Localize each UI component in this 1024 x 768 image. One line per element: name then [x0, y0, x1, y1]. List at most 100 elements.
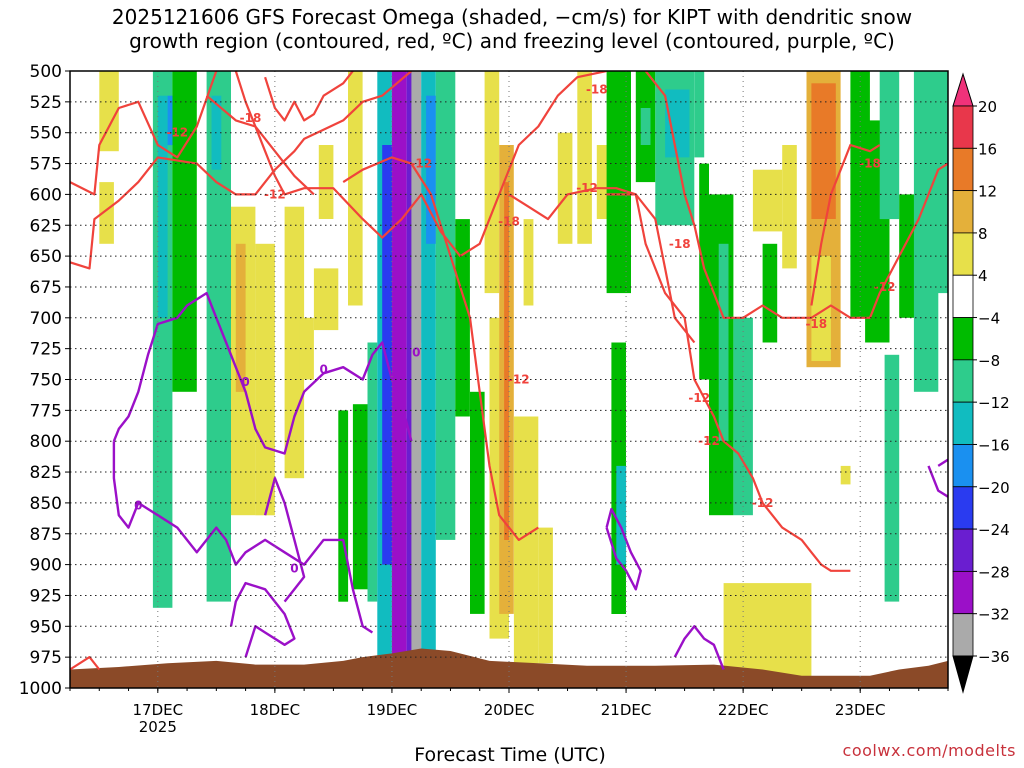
omega-cell: [606, 71, 631, 294]
freezing-contour: [937, 458, 948, 467]
x-tick-label: 19DEC: [367, 701, 418, 719]
omega-cell: [435, 71, 456, 540]
omega-cell: [313, 268, 339, 331]
y-tick-label: 775: [30, 401, 62, 421]
colorbar-box: [952, 528, 974, 572]
omega-cell: [523, 219, 534, 306]
dgz-contour-label: -18: [859, 157, 881, 171]
dgz-contour-label: -12: [508, 373, 530, 387]
colorbar-box: [952, 486, 974, 530]
dgz-contour-label: -12: [874, 280, 896, 294]
omega-cell: [728, 601, 807, 670]
y-tick-label: 575: [30, 155, 62, 175]
x-tick-label: 22DEC: [718, 701, 769, 719]
omega-cell: [167, 95, 173, 146]
colorbar-label: 4: [978, 267, 988, 285]
omega-cell: [816, 89, 831, 145]
y-tick-label: 1000: [19, 679, 62, 699]
x-tick-sublabel: 2025: [139, 718, 177, 736]
y-tick-label: 975: [30, 648, 62, 668]
omega-cell: [172, 71, 197, 392]
colorbar-box: [952, 444, 974, 488]
omega-cell: [640, 108, 651, 145]
colorbar-box: [952, 401, 974, 445]
freezing-contour-label: 0: [290, 561, 298, 575]
freezing-contour: [927, 465, 948, 498]
colorbar-label: 16: [978, 140, 997, 158]
y-tick-label: 675: [30, 278, 62, 298]
colorbar-label: 12: [978, 183, 997, 201]
colorbar-bottom-arrow: [952, 655, 974, 694]
dgz-contour: [70, 656, 101, 671]
omega-cell: [382, 145, 392, 565]
x-tick-label: 18DEC: [250, 701, 301, 719]
colorbar-label: −28: [978, 563, 1010, 581]
y-tick-label: 850: [30, 494, 62, 514]
colorbar-box: [952, 359, 974, 403]
credit-link[interactable]: coolwx.com/modelts: [842, 741, 1016, 760]
y-tick-label: 650: [30, 247, 62, 267]
terrain: [70, 648, 948, 688]
y-tick-label: 500: [30, 62, 62, 82]
colorbar-label: −32: [978, 606, 1010, 624]
dgz-contour-label: -18: [805, 317, 827, 331]
omega-cell: [665, 89, 690, 158]
omega-cell: [899, 194, 919, 318]
omega-cell: [504, 182, 509, 540]
dgz-contour-label: -12: [752, 496, 774, 510]
omega-cell: [338, 410, 349, 602]
omega-cell: [884, 354, 900, 602]
freezing-contour: [605, 507, 642, 591]
omega-cell: [348, 71, 363, 306]
x-tick-label: 21DEC: [601, 701, 652, 719]
dgz-contour: [810, 143, 881, 306]
dgz-contour: [264, 71, 354, 122]
x-tick-label: 17DEC: [133, 701, 184, 719]
y-tick-label: 725: [30, 340, 62, 360]
y-tick-label: 925: [30, 586, 62, 606]
y-tick-label: 825: [30, 463, 62, 483]
y-tick-label: 550: [30, 124, 62, 144]
omega-cell: [299, 317, 314, 380]
colorbar-box: [952, 317, 974, 361]
dgz-contour-label: -12: [264, 187, 286, 201]
colorbar-label: −4: [978, 310, 1000, 328]
omega-cell: [99, 71, 119, 152]
omega-cell: [99, 182, 114, 244]
colorbar-label: −16: [978, 436, 1010, 454]
freezing-contour-label: 0: [319, 363, 327, 377]
dgz-contour: [205, 94, 315, 196]
y-tick-label: 625: [30, 216, 62, 236]
y-tick-label: 950: [30, 617, 62, 637]
omega-cell: [577, 71, 592, 244]
freezing-contour: [112, 441, 374, 634]
omega-cell: [484, 71, 500, 294]
omega-cell: [782, 145, 797, 269]
omega-cell: [694, 71, 705, 158]
omega-cell: [879, 71, 900, 220]
dgz-contour-label: -18: [586, 83, 608, 97]
axes: 500 525 550 575 600 625 650 675 700 725 750 775 800 8…: [19, 62, 949, 736]
omega-cell: [811, 256, 831, 361]
freezing-contour-label: 0: [134, 498, 142, 512]
omega-cell: [416, 95, 422, 343]
chart-title-line2: growth region (contoured, red, ºC) and f…: [129, 29, 895, 53]
colorbar-label: −8: [978, 352, 1000, 370]
colorbar-box: [952, 570, 974, 615]
omega-cell: [923, 71, 948, 294]
dgz-contour: [234, 71, 607, 258]
freezing-contour: [263, 477, 306, 603]
dgz-contour-label: -12: [688, 391, 710, 405]
dgz-contour-label: -12: [698, 434, 720, 448]
omega-cell: [411, 71, 422, 670]
colorbar-box: [952, 105, 974, 149]
dgz-contour-label: -12: [576, 181, 598, 195]
y-tick-label: 700: [30, 309, 62, 329]
omega-cell: [718, 243, 729, 442]
omega-cell: [557, 132, 573, 244]
x-tick-label: 20DEC: [484, 701, 535, 719]
omega-cell: [352, 404, 368, 590]
colorbar-box: [952, 232, 974, 276]
freezing-contour-label: 0: [241, 375, 249, 389]
colorbar-top-arrow: [952, 72, 974, 107]
